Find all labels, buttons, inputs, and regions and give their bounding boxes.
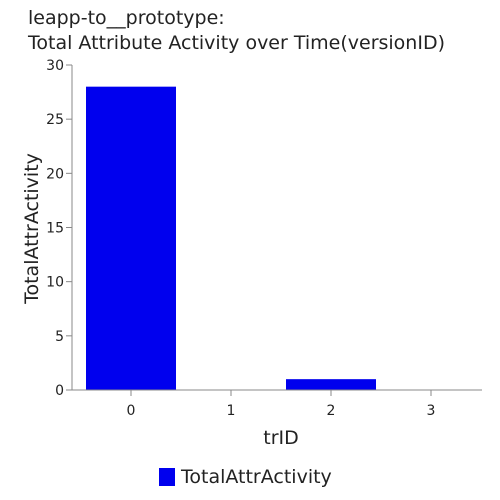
y-tick-label-20: 20 (46, 166, 64, 182)
y-tick-label-5: 5 (55, 329, 64, 345)
bar-0 (86, 86, 176, 391)
legend-swatch (159, 468, 175, 486)
chart-title-line-1: leapp-to__prototype: (28, 7, 225, 29)
x-tick-label-1: 1 (227, 403, 236, 419)
y-tick-label-30: 30 (46, 58, 64, 74)
x-axis-label: trID (263, 427, 299, 449)
y-axis-label: TotalAttrActivity (21, 153, 43, 305)
legend-label: TotalAttrActivity (181, 466, 332, 488)
legend: TotalAttrActivity (159, 465, 332, 489)
x-tick-label-3: 3 (427, 403, 436, 419)
x-tick-label-0: 0 (127, 403, 136, 419)
chart-title-line-2: Total Attribute Activity over Time(versi… (28, 32, 445, 54)
x-tick-label-2: 2 (327, 403, 336, 419)
y-tick-label-10: 10 (46, 275, 64, 291)
bar-2 (286, 379, 376, 390)
y-tick-label-0: 0 (55, 383, 64, 399)
y-tick-label-25: 25 (46, 112, 64, 128)
y-tick-label-15: 15 (46, 221, 64, 237)
